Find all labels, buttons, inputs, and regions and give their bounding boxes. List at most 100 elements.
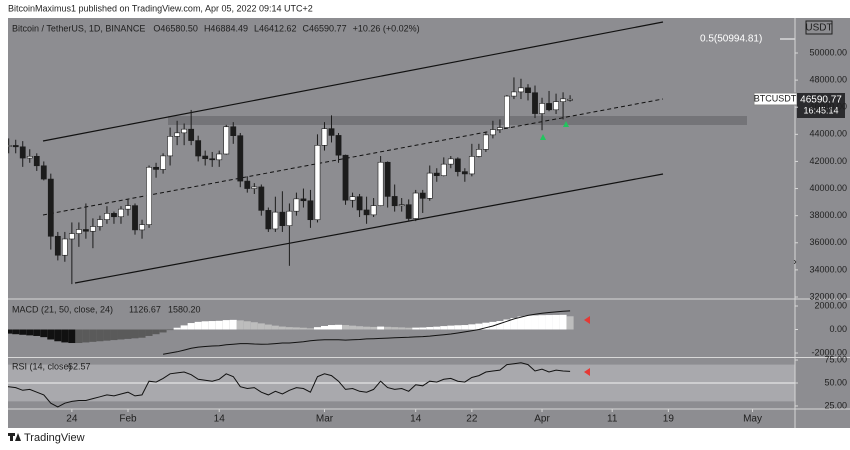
candle-body — [216, 153, 223, 161]
macd-histogram-bar — [54, 329, 62, 342]
x-tick-label: 14 — [214, 414, 226, 425]
macd-histogram-bar — [320, 325, 328, 330]
macd-histogram-bar — [194, 321, 202, 330]
macd-histogram-bar — [201, 321, 209, 330]
macd-histogram-bar — [26, 329, 34, 336]
y-tick-label: 44000.00 — [809, 129, 847, 139]
macd-histogram-bar — [349, 325, 357, 330]
macd-histogram-bar — [468, 324, 476, 330]
macd-histogram-bar — [545, 315, 553, 330]
candle-body — [321, 128, 328, 146]
macd-histogram-bar — [229, 319, 237, 330]
macd-histogram-bar — [370, 326, 378, 330]
macd-histogram-bar — [278, 326, 286, 330]
candle-body — [391, 196, 398, 207]
macd-histogram-bar — [61, 329, 69, 343]
candle-body — [504, 95, 510, 128]
y-tick-label: 32000.00 — [809, 291, 847, 301]
macd-histogram-bar — [412, 327, 420, 330]
macd-histogram-bar — [257, 323, 265, 330]
candle-body — [251, 186, 258, 189]
macd-histogram-bar — [131, 329, 139, 339]
x-tick-label: May — [743, 414, 762, 425]
candle-body — [47, 178, 54, 237]
x-tick-label: 24 — [66, 414, 78, 425]
candle-body — [237, 135, 244, 182]
macd-hist-value: 1126.67 — [129, 304, 161, 314]
macd-histogram-bar — [496, 321, 504, 330]
brand-name: TradingView — [24, 432, 85, 444]
candle-body — [335, 135, 342, 156]
y-tick-label: 50000.00 — [809, 47, 847, 57]
macd-histogram-bar — [145, 329, 153, 336]
currency-box — [805, 20, 833, 35]
macd-histogram-bar — [117, 329, 125, 340]
scroll-caret[interactable]: › — [793, 257, 796, 268]
candle-body — [342, 154, 349, 201]
macd-histogram-bar — [285, 327, 293, 330]
ohlc-value: L46412.62 — [254, 23, 297, 33]
macd-histogram-bar — [159, 329, 167, 333]
candle-body — [314, 145, 321, 221]
candle-body — [279, 211, 286, 226]
candle-body — [293, 198, 300, 212]
channel-lower — [74, 173, 664, 284]
macd-histogram-bar — [68, 329, 76, 344]
candle-body — [272, 211, 279, 230]
candle-body — [447, 158, 454, 165]
macd-histogram-bar — [342, 325, 350, 330]
y-tick-label: 48000.00 — [809, 74, 847, 84]
candle-body — [174, 132, 181, 137]
macd-histogram-bar — [313, 327, 321, 330]
macd-histogram-bar — [475, 323, 483, 330]
candle-body — [90, 226, 96, 232]
candle-body — [307, 200, 314, 221]
macd-histogram-bar — [12, 329, 20, 335]
x-tick-label: 11 — [607, 414, 618, 425]
candle-body — [8, 145, 12, 147]
macd-histogram-bar — [510, 317, 518, 330]
candle-body — [40, 165, 47, 180]
candle-body — [497, 127, 503, 130]
macd-histogram-bar — [552, 314, 560, 330]
candle-body — [146, 166, 152, 225]
macd-histogram-bar — [433, 326, 441, 330]
candle-body — [539, 103, 545, 114]
candle-body — [132, 205, 138, 231]
layers — [8, 21, 795, 408]
macd-title: MACD (21, 50, close, 24) — [12, 304, 113, 314]
candle-body — [188, 128, 195, 141]
candle-body — [384, 161, 391, 197]
candle-body — [223, 126, 230, 155]
candle-body — [97, 219, 103, 227]
macd-histogram-bar — [299, 327, 307, 330]
macd-histogram-bar — [391, 327, 399, 330]
macd-histogram-bar — [166, 329, 174, 331]
y-tick-label: 0.00 — [829, 324, 847, 334]
macd-histogram-bar — [461, 325, 469, 330]
y-tick-label: 42000.00 — [809, 156, 847, 166]
candle-body — [490, 129, 496, 136]
candle-body — [349, 196, 356, 201]
symbol-title: Bitcoin / TetherUS, 1D, BINANCE — [12, 23, 145, 33]
candle-body — [377, 161, 384, 206]
macd-histogram-bar — [419, 327, 427, 330]
x-tick-label: 19 — [663, 414, 675, 425]
candle-body — [75, 229, 82, 234]
red-marker — [584, 368, 590, 376]
macd-histogram-bar — [103, 329, 111, 341]
macd-histogram-bar — [328, 325, 336, 330]
candle-body — [167, 136, 174, 157]
publish-header: BitcoinMaximus1 published on TradingView… — [8, 3, 313, 13]
macd-histogram-bar — [33, 329, 41, 336]
macd-line — [163, 310, 571, 355]
countdown: 16:45:14 — [803, 105, 838, 115]
channel-upper — [42, 21, 664, 142]
y-tick-label: 75.00 — [824, 354, 847, 364]
candle-body — [12, 145, 19, 148]
macd-histogram-bar — [363, 326, 371, 330]
candle-body — [61, 238, 68, 256]
symbol-label: BTCUSDT — [754, 93, 797, 103]
candle-body — [181, 128, 188, 134]
